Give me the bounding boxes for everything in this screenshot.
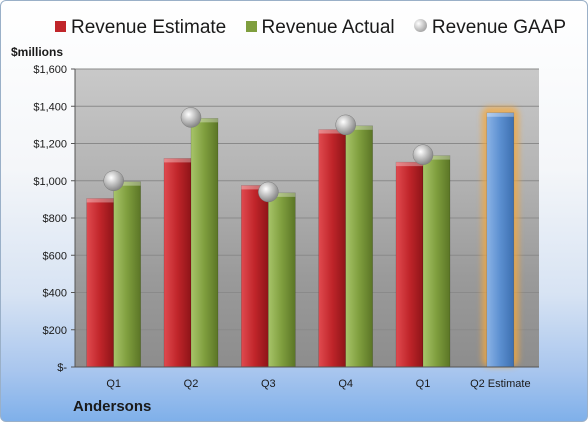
bar-top-highlight bbox=[396, 162, 423, 167]
revenue-actual-bar bbox=[190, 118, 219, 368]
revenue-gaap-marker bbox=[103, 170, 124, 191]
x-tick-label: Q4 bbox=[338, 378, 353, 390]
revenue-estimate-bar bbox=[163, 158, 192, 368]
revenue-gaap-marker bbox=[412, 144, 434, 165]
revenue-actual-bar bbox=[268, 192, 296, 368]
company-name-label: Andersons bbox=[73, 398, 152, 415]
y-tick-label: $1,200 bbox=[33, 139, 67, 151]
bar-top-highlight bbox=[345, 125, 373, 130]
revenue-actual-bar bbox=[422, 155, 451, 368]
revenue-gaap-marker bbox=[258, 181, 279, 203]
y-tick-label: $- bbox=[57, 362, 67, 374]
y-tick-label: $600 bbox=[43, 250, 67, 262]
x-tick-label: Q3 bbox=[261, 378, 276, 390]
revenue-estimate-q2-bar bbox=[486, 112, 515, 368]
revenue-estimate-bar bbox=[318, 129, 346, 368]
legend-item-revenue-gaap: Revenue GAAP bbox=[413, 17, 567, 39]
bar-top-highlight bbox=[191, 118, 218, 123]
y-tick-label: $400 bbox=[43, 288, 67, 300]
legend-swatch-revenue-estimate bbox=[55, 21, 66, 32]
x-tick-label: Q2 bbox=[184, 378, 199, 390]
legend-label-revenue-estimate: Revenue Estimate bbox=[71, 17, 227, 38]
revenue-gaap-marker bbox=[180, 107, 202, 128]
bar-top-highlight bbox=[268, 192, 296, 197]
revenue-estimate-bar bbox=[395, 161, 424, 368]
legend-label-revenue-gaap: Revenue GAAP bbox=[431, 17, 567, 38]
y-tick-label: $800 bbox=[43, 213, 67, 225]
bar-top-highlight bbox=[318, 129, 346, 134]
x-tick-label: Q1 bbox=[106, 378, 121, 390]
revenue-actual-bar bbox=[113, 181, 141, 368]
legend-swatch-revenue-gaap bbox=[413, 19, 427, 32]
bar-top-highlight bbox=[164, 158, 191, 163]
legend-label-revenue-actual: Revenue Actual bbox=[261, 17, 395, 38]
revenue-gaap-marker bbox=[335, 114, 356, 136]
legend-item-revenue-estimate: Revenue Estimate bbox=[55, 17, 226, 39]
revenue-estimate-bar bbox=[86, 198, 114, 368]
y-tick-label: $1,000 bbox=[33, 176, 67, 188]
y-axis-unit-label: $millions bbox=[11, 45, 64, 59]
chart-legend: Revenue Estimate Revenue Actual Revenue … bbox=[55, 17, 580, 39]
y-tick-label: $1,400 bbox=[33, 101, 67, 113]
y-tick-label: $1,600 bbox=[33, 64, 67, 76]
revenue-estimate-bar bbox=[241, 185, 269, 368]
bar-top-highlight bbox=[423, 155, 450, 160]
bar-top-highlight bbox=[486, 112, 514, 117]
bar-top-highlight bbox=[241, 185, 269, 190]
bar-top-highlight bbox=[113, 181, 141, 186]
legend-item-revenue-actual: Revenue Actual bbox=[245, 17, 395, 39]
revenue-actual-bar bbox=[345, 125, 373, 368]
bar-top-highlight bbox=[86, 198, 114, 203]
legend-swatch-revenue-actual bbox=[245, 21, 257, 32]
x-tick-label: Q1 bbox=[416, 378, 431, 390]
x-tick-label: Q2 Estimate bbox=[470, 378, 531, 390]
y-tick-label: $200 bbox=[43, 325, 67, 337]
